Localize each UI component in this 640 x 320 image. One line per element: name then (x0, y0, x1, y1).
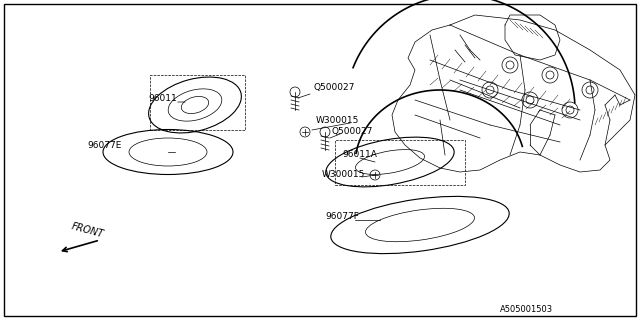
Text: W300015: W300015 (322, 170, 365, 179)
Text: 96011: 96011 (148, 94, 177, 103)
Text: 96011A: 96011A (342, 150, 377, 159)
Text: Q500027: Q500027 (332, 127, 373, 136)
Text: W300015: W300015 (316, 116, 360, 125)
Text: 96077F: 96077F (325, 212, 359, 221)
Text: Q500027: Q500027 (314, 83, 355, 92)
Text: 96077E: 96077E (87, 141, 122, 150)
Text: FRONT: FRONT (70, 222, 105, 240)
Text: A505001503: A505001503 (500, 305, 553, 314)
